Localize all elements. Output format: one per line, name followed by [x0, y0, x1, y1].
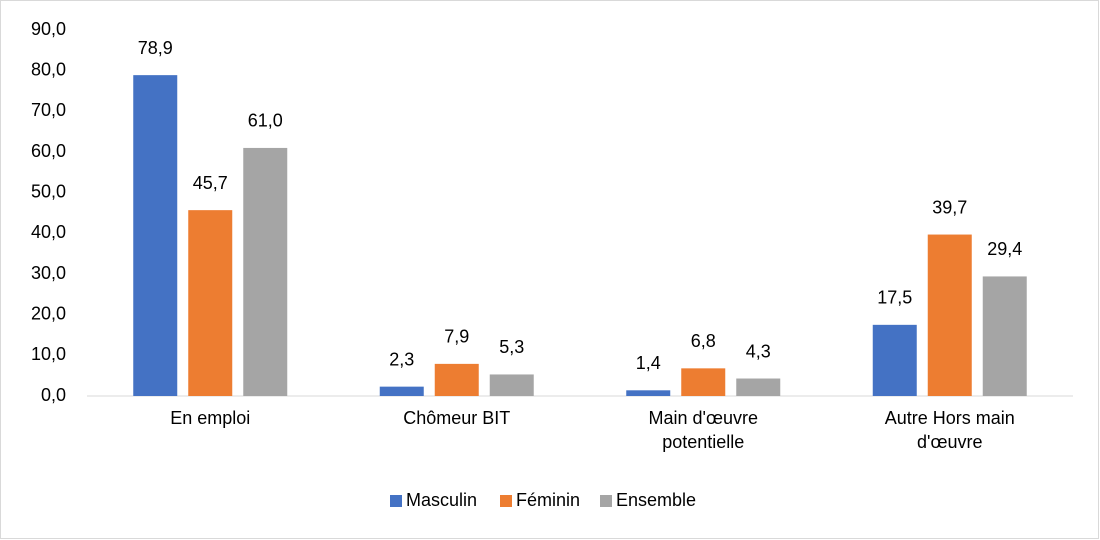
x-tick-label-box: En emploi	[170, 408, 251, 428]
bar	[927, 234, 972, 396]
bar	[626, 390, 671, 396]
bar	[736, 378, 781, 396]
bar	[982, 276, 1027, 396]
legend-swatch	[600, 495, 612, 507]
x-tick-label-box: Main d'œuvre potentielle	[648, 408, 758, 452]
value-label: 17,5	[877, 288, 912, 308]
value-label: 2,3	[389, 349, 414, 369]
legend-swatch	[500, 495, 512, 507]
y-tick-label: 20,0	[31, 303, 66, 323]
bar	[434, 363, 479, 396]
bar	[379, 386, 424, 396]
bar	[188, 210, 233, 396]
value-label: 78,9	[138, 38, 173, 58]
legend-label: Masculin	[406, 490, 477, 510]
y-tick-label: 30,0	[31, 263, 66, 283]
value-label: 29,4	[987, 239, 1022, 259]
x-tick-label: Main d'œuvre potentielle	[648, 408, 758, 452]
value-label: 6,8	[691, 331, 716, 351]
bar	[489, 374, 534, 396]
value-label: 7,9	[444, 327, 469, 347]
x-tick-label: En emploi	[170, 408, 251, 428]
y-tick-label: 10,0	[31, 344, 66, 364]
y-tick-label: 0,0	[41, 385, 66, 405]
value-label: 1,4	[636, 353, 661, 373]
value-label: 61,0	[248, 111, 283, 131]
x-tick-label: Autre Hors main d'œuvre	[884, 408, 1015, 452]
value-label: 5,3	[499, 337, 524, 357]
y-tick-label: 70,0	[31, 100, 66, 120]
x-tick-label-box: Autre Hors main d'œuvre	[884, 408, 1015, 452]
value-label: 45,7	[193, 173, 228, 193]
legend-swatch	[390, 495, 402, 507]
y-tick-label: 80,0	[31, 59, 66, 79]
bar	[872, 324, 917, 396]
y-tick-label: 60,0	[31, 141, 66, 161]
y-tick-label: 40,0	[31, 222, 66, 242]
legend-label: Ensemble	[616, 490, 696, 510]
y-tick-label: 90,0	[31, 19, 66, 39]
x-tick-label: Chômeur BIT	[403, 408, 511, 428]
bar	[133, 75, 178, 396]
legend-label: Féminin	[516, 490, 580, 510]
value-label: 4,3	[746, 341, 771, 361]
bar	[243, 147, 288, 396]
value-label: 39,7	[932, 197, 967, 217]
bar	[681, 368, 726, 396]
x-tick-label-box: Chômeur BIT	[403, 408, 511, 428]
y-tick-label: 50,0	[31, 181, 66, 201]
